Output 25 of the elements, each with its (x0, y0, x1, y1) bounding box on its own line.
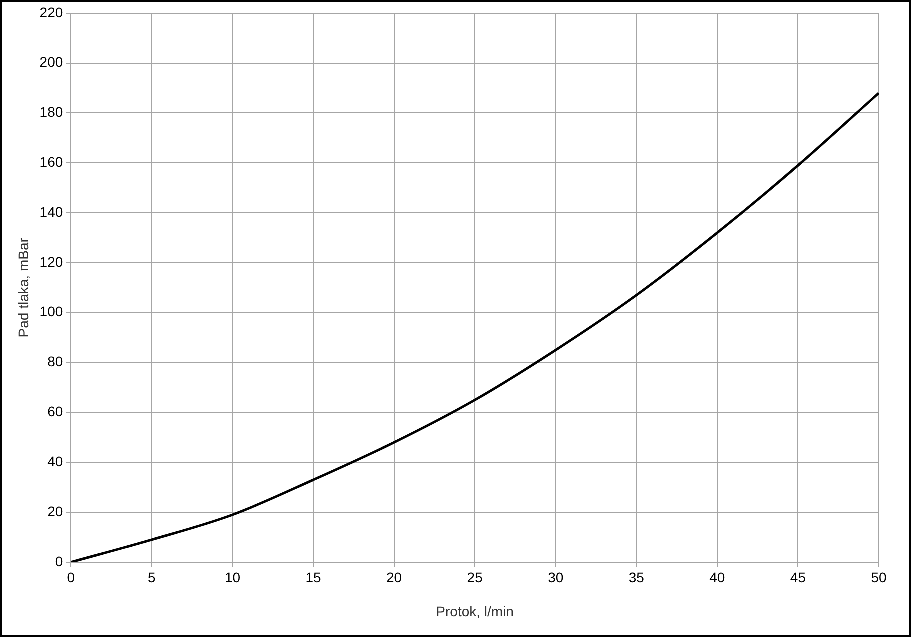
x-tick-label: 30 (548, 570, 564, 586)
x-axis-title: Protok, l/min (436, 603, 514, 620)
y-axis-title: Pad tlaka, mBar (15, 238, 32, 338)
y-tick-label: 120 (40, 254, 64, 270)
y-tick-label: 100 (40, 304, 64, 320)
x-tick-label: 35 (628, 570, 645, 586)
x-tick-label: 40 (710, 570, 726, 586)
y-tick-label: 220 (40, 4, 64, 20)
x-tick-label: 5 (148, 570, 156, 586)
y-tick-label: 0 (55, 553, 64, 570)
y-tick-label: 180 (40, 104, 64, 120)
y-tick-label: 40 (48, 453, 64, 470)
x-tick-label: 15 (306, 570, 322, 586)
x-tick-label: 25 (467, 570, 484, 586)
y-tick-label: 160 (40, 154, 64, 170)
x-tick-label: 45 (790, 570, 806, 586)
y-tick-label: 80 (48, 354, 64, 370)
x-tick-label: 0 (67, 570, 76, 586)
x-tick-label: 50 (871, 570, 887, 586)
x-tick-label: 20 (386, 570, 402, 586)
y-tick-label: 60 (48, 404, 64, 420)
x-tick-label: 10 (224, 570, 241, 586)
y-tick-label: 20 (48, 503, 64, 520)
y-tick-label: 200 (40, 54, 64, 70)
y-tick-label: 140 (40, 204, 64, 220)
